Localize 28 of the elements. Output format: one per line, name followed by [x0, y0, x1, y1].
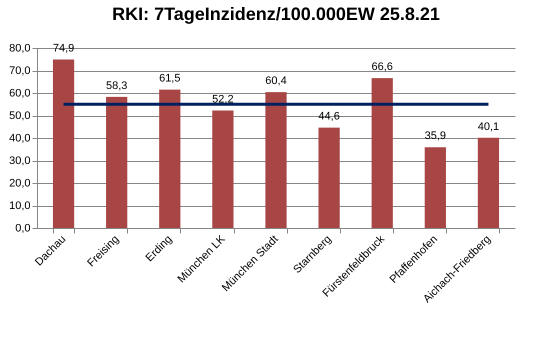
bar — [52, 59, 74, 228]
y-tick-label: 20,0 — [9, 178, 30, 190]
y-tick-label: 70,0 — [9, 65, 30, 77]
data-label: 74,9 — [52, 42, 74, 54]
bar — [478, 138, 500, 228]
bar — [372, 78, 393, 228]
chart-title: RKI: 7TageInzidenz/100.000EW 25.8.21 — [112, 4, 440, 24]
data-label: 35,9 — [424, 130, 446, 142]
y-tick-label: 40,0 — [9, 132, 30, 144]
bar — [265, 92, 287, 228]
bar — [424, 147, 446, 228]
y-tick-label: 50,0 — [9, 110, 30, 122]
bar — [106, 96, 128, 228]
y-tick-label: 60,0 — [9, 88, 30, 100]
data-label: 60,4 — [265, 75, 287, 88]
bar — [318, 128, 340, 228]
data-label: 66,6 — [372, 61, 393, 74]
data-label: 40,1 — [478, 120, 500, 133]
data-label: 44,6 — [318, 110, 340, 123]
y-tick-label: 30,0 — [9, 155, 30, 167]
bar — [212, 110, 234, 228]
data-label: 61,5 — [159, 72, 180, 85]
data-label: 52,2 — [212, 94, 234, 106]
y-tick-label: 80,0 — [9, 42, 30, 54]
y-tick-label: 10,0 — [9, 200, 30, 212]
data-label: 58,3 — [106, 80, 128, 92]
y-tick-label: 0,0 — [15, 222, 30, 234]
bar — [159, 90, 180, 228]
